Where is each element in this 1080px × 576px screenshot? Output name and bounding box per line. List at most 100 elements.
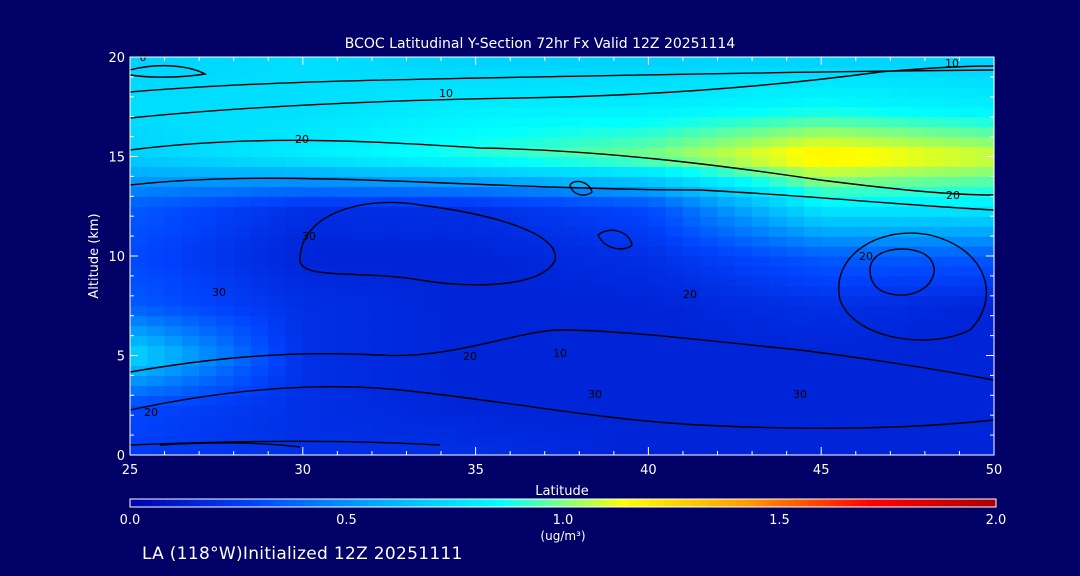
heatmap-cell	[924, 365, 943, 376]
heatmap-cell	[855, 216, 874, 227]
heatmap-cell	[873, 335, 891, 347]
heatmap-cell	[406, 445, 425, 456]
heatmap-cell	[769, 285, 788, 297]
heatmap-cell	[147, 405, 166, 416]
colorbar-segment	[295, 499, 304, 507]
heatmap-cell	[423, 345, 442, 357]
heatmap-cell	[907, 415, 926, 426]
heatmap-cell	[976, 76, 995, 88]
heatmap-cell	[838, 425, 857, 436]
colorbar-segment	[461, 499, 470, 507]
heatmap-cell	[250, 146, 269, 158]
heatmap-cell	[648, 365, 667, 376]
heatmap-cell	[873, 116, 891, 128]
heatmap-cell	[717, 126, 736, 138]
heatmap-cell	[717, 395, 736, 406]
x-tick-label: 35	[467, 463, 484, 478]
contour-line	[129, 69, 995, 93]
heatmap-cell	[510, 66, 529, 78]
heatmap-cell	[682, 375, 701, 386]
heatmap-cell	[337, 265, 356, 277]
heatmap-cell	[233, 86, 252, 98]
heatmap-cell	[527, 375, 546, 386]
heatmap-cell	[855, 76, 874, 88]
heatmap-cell	[216, 285, 235, 297]
colorbar-segment	[959, 499, 968, 507]
heatmap-cell	[354, 146, 373, 158]
heatmap-cell	[717, 66, 736, 78]
heatmap-cell	[458, 385, 477, 396]
heatmap-cell	[250, 425, 269, 436]
heatmap-cell	[423, 166, 442, 177]
heatmap-cell	[371, 196, 390, 207]
heatmap-cell	[371, 305, 390, 317]
heatmap-cell	[734, 425, 753, 436]
heatmap-cell	[665, 355, 684, 367]
heatmap-cell	[492, 236, 511, 247]
heatmap-cell	[423, 106, 442, 118]
heatmap-cell	[786, 106, 805, 118]
heatmap-cell	[268, 96, 287, 108]
heatmap-cell	[423, 176, 442, 187]
colorbar-segment	[801, 499, 809, 507]
heatmap-cell	[233, 315, 252, 327]
heatmap-cell	[458, 435, 477, 446]
heatmap-cell	[873, 246, 891, 257]
heatmap-cell	[959, 196, 978, 207]
heatmap-cell	[527, 315, 546, 327]
heatmap-cell	[389, 405, 408, 416]
heatmap-cell	[423, 385, 442, 396]
heatmap-cell	[734, 385, 753, 396]
heatmap-cell	[613, 256, 632, 267]
colorbar-segment	[303, 499, 312, 507]
heatmap-cell	[803, 196, 822, 207]
heatmap-cell	[596, 365, 615, 376]
heatmap-cell	[250, 435, 269, 446]
heatmap-cell	[354, 285, 373, 297]
heatmap-cell	[786, 345, 805, 357]
heatmap-cell	[164, 285, 183, 297]
heatmap-cell	[873, 395, 891, 406]
heatmap-cell	[389, 57, 408, 68]
heatmap-cell	[544, 206, 563, 217]
heatmap-cell	[302, 315, 321, 327]
heatmap-cell	[285, 275, 304, 287]
heatmap-cell	[942, 246, 961, 257]
heatmap-cell	[562, 265, 580, 277]
heatmap-cell	[734, 196, 753, 207]
heatmap-cell	[976, 265, 995, 277]
heatmap-cell	[371, 355, 390, 367]
heatmap-cell	[838, 345, 857, 357]
heatmap-cell	[337, 226, 356, 237]
heatmap-cell	[250, 246, 269, 257]
heatmap-cell	[942, 226, 961, 237]
heatmap-cell	[700, 146, 719, 158]
heatmap-cell	[700, 435, 719, 446]
heatmap-cell	[510, 256, 529, 267]
heatmap-cell	[233, 116, 252, 128]
heatmap-cell	[648, 66, 667, 78]
heatmap-cell	[302, 325, 321, 337]
heatmap-cell	[147, 136, 166, 148]
heatmap-cell	[907, 196, 926, 207]
heatmap-cell	[907, 305, 926, 317]
heatmap-cell	[682, 236, 701, 247]
heatmap-cell	[942, 375, 961, 386]
heatmap-cell	[562, 57, 580, 68]
heatmap-cell	[700, 295, 719, 307]
heatmap-cell	[855, 325, 874, 337]
heatmap-cell	[544, 226, 563, 237]
heatmap-cell	[389, 305, 408, 317]
heatmap-cell	[648, 206, 667, 217]
heatmap-cell	[942, 66, 961, 78]
heatmap-cell	[371, 186, 390, 197]
heatmap-cell	[406, 186, 425, 197]
heatmap-cell	[423, 76, 442, 88]
heatmap-cell	[458, 355, 477, 367]
heatmap-cell	[752, 325, 770, 337]
heatmap-cell	[924, 385, 943, 396]
heatmap-cell	[976, 355, 995, 367]
heatmap-cell	[250, 335, 269, 347]
heatmap-cell	[285, 325, 304, 337]
heatmap-cell	[423, 325, 442, 337]
